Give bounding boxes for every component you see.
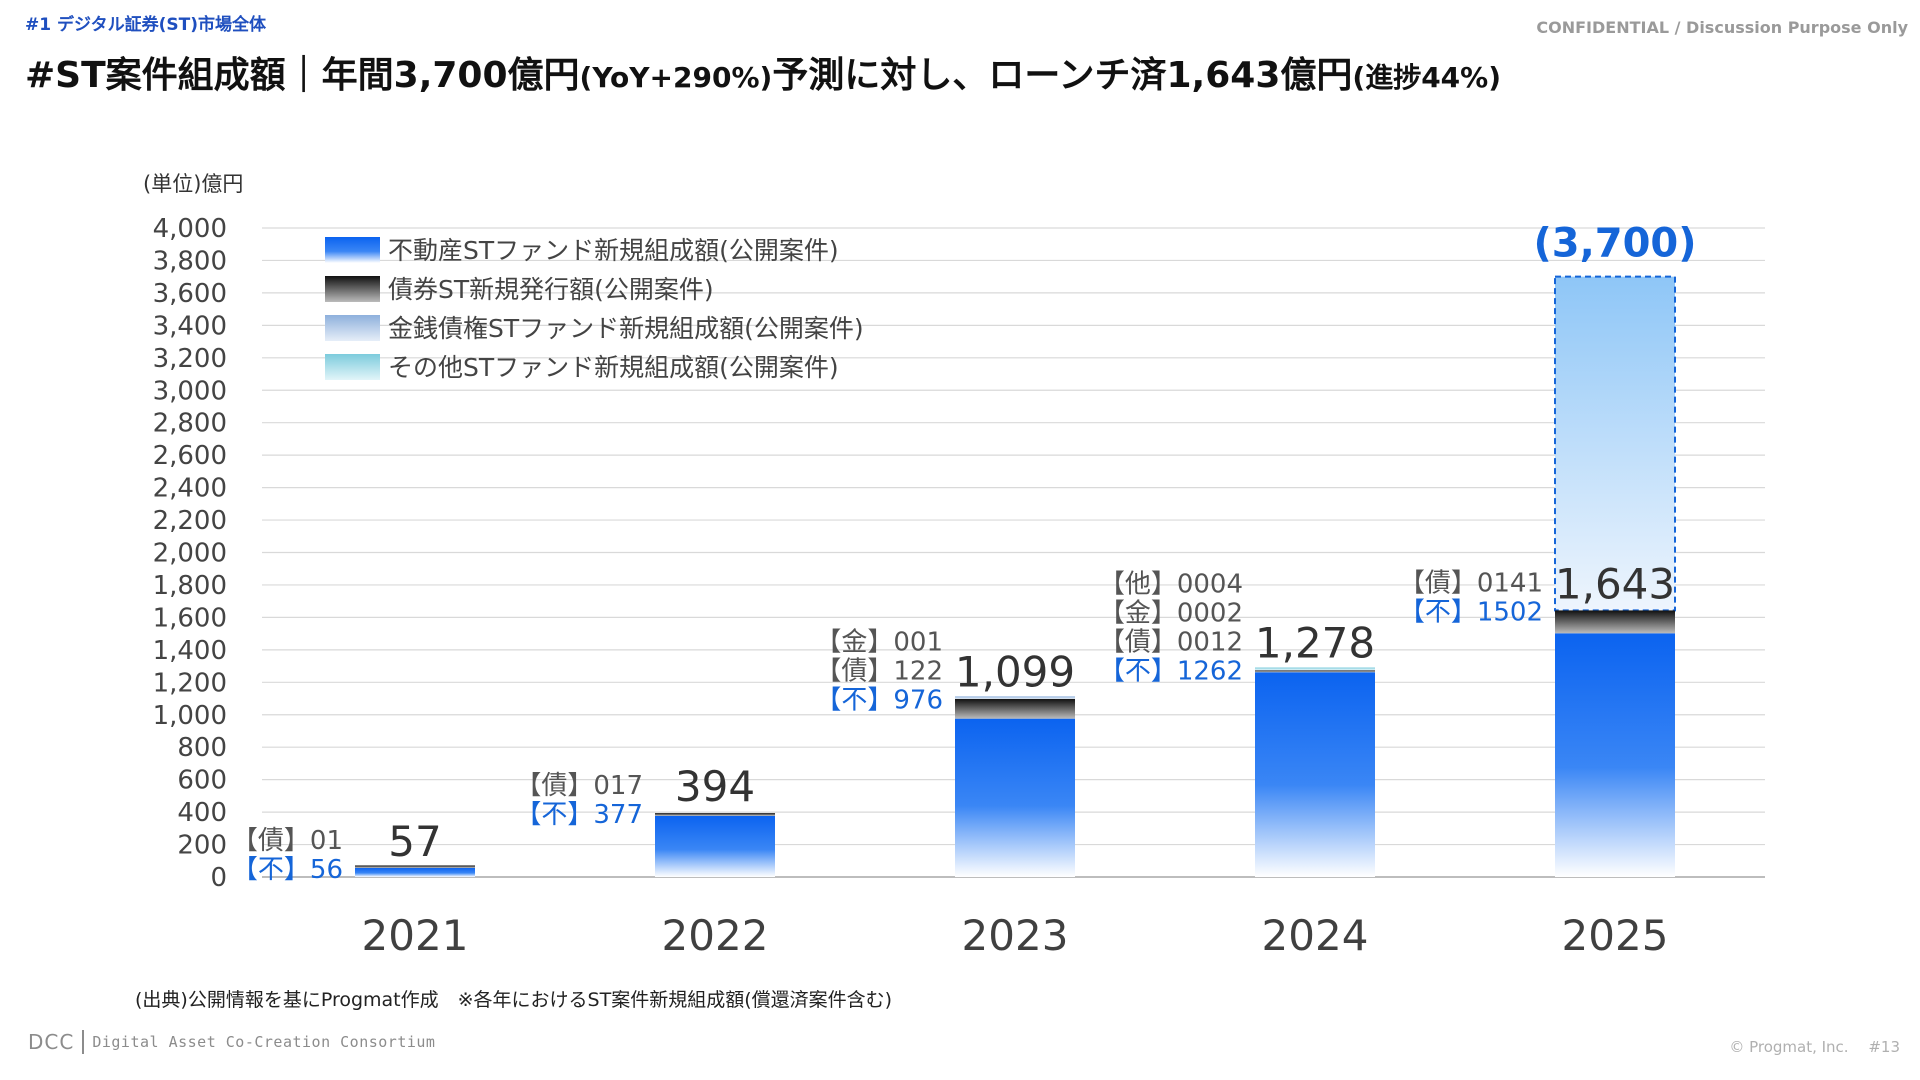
logo-dcc-text: DCC [28,1030,75,1054]
bars [355,275,1676,877]
y-tick-label: 2,800 [153,409,227,439]
bar-real-estate [655,815,775,877]
bar-component-label: 【金】0002 [1099,599,1243,629]
y-tick-label: 800 [177,733,227,763]
legend-swatch [325,354,380,380]
legend-swatch [325,237,380,263]
title-yoy: (YoY+290%) [579,61,773,94]
bar-real-estate [1555,633,1675,877]
bar-bond [1555,610,1675,634]
legend-swatch [325,315,380,341]
y-tick-label: 3,600 [153,279,227,309]
bar-total-label: 57 [388,817,441,866]
st-issuance-chart: (単位)億円 02004006008001,0001,2001,4001,600… [143,172,1765,960]
bar-bond [1255,669,1375,673]
x-tick-label: 2025 [1562,911,1669,960]
bar-monetary [955,696,1075,699]
y-tick-label: 2,600 [153,441,227,471]
x-tick-label: 2022 [662,911,769,960]
title-progress-pct: (進捗44%) [1352,61,1502,94]
bar-component-label: 【不】976 [815,686,943,716]
bar-component-label: 【不】1262 [1099,657,1243,687]
bar-bond [355,865,475,868]
y-tick-label: 200 [177,831,227,861]
title-progress: 予測に対し、ローンチ済1,643億円 [772,55,1353,96]
bar-real-estate [955,718,1075,877]
bar-component-label: 【不】56 [232,855,343,885]
copyright: © Progmat, Inc. #13 [1729,1038,1900,1056]
y-tick-label: 2,000 [153,539,227,569]
bar-forecast [1554,275,1676,612]
y-tick-label: 1,600 [153,603,227,633]
legend-label: 金銭債権STファンド新規組成額(公開案件) [388,314,864,343]
x-tick-label: 2024 [1262,911,1369,960]
logo-consortium-text: Digital Asset Co-Creation Consortium [92,1033,436,1051]
legend-label: 債券ST新規発行額(公開案件) [388,275,714,304]
forecast-label: (3,700) [1533,221,1696,267]
x-tick-label: 2021 [362,911,469,960]
title-main: #ST案件組成額｜年間3,700億円 [25,55,580,96]
bar-bond [955,698,1075,719]
x-axis-ticks: 2021 2022 2023 2024 2025 [362,911,1669,960]
bar-total-label: 1,643 [1555,559,1675,608]
y-tick-label: 1,200 [153,668,227,698]
bar-component-label: 【債】0141 [1399,568,1543,598]
bar-bond [655,813,775,816]
y-tick-label: 400 [177,798,227,828]
source-note: (出典)公開情報を基にProgmat作成 ※各年におけるST案件新規組成額(償還… [135,989,893,1011]
grid-lines [262,227,1765,878]
legend-swatch [325,276,380,302]
y-tick-label: 1,800 [153,571,227,601]
legend: 不動産STファンド新規組成額(公開案件) 債券ST新規発行額(公開案件) 金銭債権S… [325,236,864,382]
y-tick-label: 3,200 [153,344,227,374]
logo-divider [82,1030,85,1054]
y-tick-label: 0 [210,863,227,893]
bar-other [1255,667,1375,670]
y-tick-label: 4,000 [153,214,227,244]
slide-title: #ST案件組成額｜年間3,700億円(YoY+290%)予測に対し、ローンチ済1… [25,46,1501,98]
bar-real-estate [1255,672,1375,877]
unit-label: (単位)億円 [143,172,243,196]
bar-component-label: 【不】377 [515,800,643,830]
y-axis-ticks: 02004006008001,0001,2001,4001,6001,8002,… [153,214,227,893]
bar-real-estate [355,867,475,877]
bar-total-label: 394 [675,762,755,811]
bar-component-label: 【債】017 [515,771,643,801]
y-tick-label: 3,000 [153,376,227,406]
section-tag: #1 デジタル証券(ST)市場全体 [25,15,267,35]
bar-total-label: 1,278 [1255,619,1375,668]
bar-component-label: 【債】122 [815,657,943,687]
y-tick-label: 3,800 [153,246,227,276]
x-tick-label: 2023 [962,911,1069,960]
bar-labels: 57【債】01【不】56394【債】017【不】3771,099【金】001【債… [232,221,1697,885]
y-tick-label: 3,400 [153,311,227,341]
y-tick-label: 2,400 [153,474,227,504]
bar-component-label: 【債】0012 [1099,628,1243,658]
y-tick-label: 1,000 [153,701,227,731]
y-tick-label: 600 [177,766,227,796]
legend-label: 不動産STファンド新規組成額(公開案件) [388,236,839,265]
confidential-label: CONFIDENTIAL / Discussion Purpose Only [1536,18,1908,37]
bar-total-label: 1,099 [955,648,1075,697]
dcc-logo: DCC Digital Asset Co-Creation Consortium [28,1030,435,1054]
legend-label: その他STファンド新規組成額(公開案件) [388,353,839,382]
bar-component-label: 【不】1502 [1399,597,1543,627]
y-tick-label: 1,400 [153,636,227,666]
bar-component-label: 【金】001 [815,628,943,658]
y-tick-label: 2,200 [153,506,227,536]
bar-component-label: 【他】0004 [1099,570,1243,600]
bar-component-label: 【債】01 [232,826,343,856]
